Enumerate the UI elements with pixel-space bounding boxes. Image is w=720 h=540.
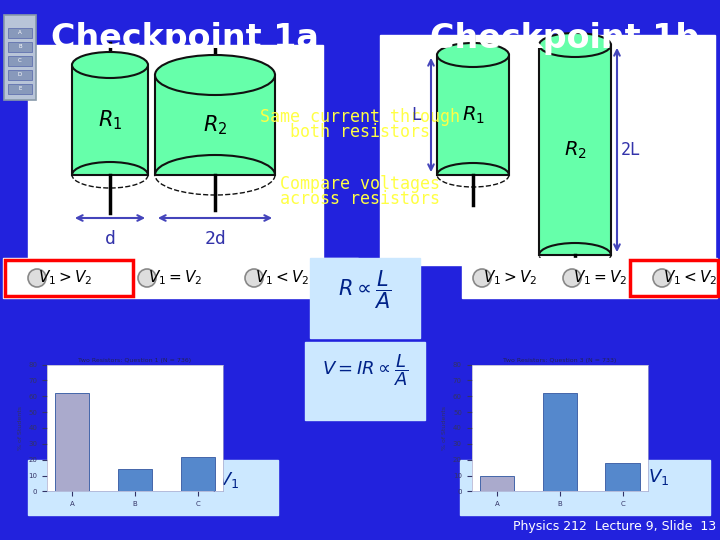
Text: $R_1$: $R_1$ [98,108,122,132]
Bar [8,70,32,80]
Y-axis label: % of Students: % of Students [442,406,447,450]
Bar [3,258,358,298]
Title: Two Resistors: Question 3 (N = 733): Two Resistors: Question 3 (N = 733) [503,357,616,363]
Text: C: C [18,58,22,64]
Text: $A_2 = 4A_1 \Rightarrow V_2 = \frac{1}{4}V_1$: $A_2 = 4A_1 \Rightarrow V_2 = \frac{1}{4… [67,467,239,495]
Text: Checkpoint 1a: Checkpoint 1a [51,22,319,55]
Bar [542,393,577,491]
Bar [55,393,89,491]
Text: $R_2$: $R_2$ [564,139,586,160]
Bar [437,55,509,175]
Circle shape [245,269,263,287]
Text: 2d: 2d [204,230,226,248]
Bar [539,45,611,255]
Bar [28,460,278,515]
Bar [8,56,32,66]
Bar [117,469,153,491]
Y-axis label: % of Students: % of Students [17,406,22,450]
Text: d: d [104,230,115,248]
Text: Compare voltages: Compare voltages [280,175,440,193]
Bar [28,45,323,260]
Bar [5,260,133,296]
Bar [380,35,715,265]
Text: $V = IR \propto \dfrac{L}{A}$: $V = IR \propto \dfrac{L}{A}$ [322,352,408,388]
Bar [460,460,710,515]
Bar [480,476,514,491]
Bar [4,15,36,100]
Bar [606,463,640,491]
Text: $R_1$: $R_1$ [462,104,485,126]
Text: $R \propto \dfrac{L}{A}$: $R \propto \dfrac{L}{A}$ [338,268,392,310]
Bar [305,342,425,420]
Text: both resistors: both resistors [290,123,430,141]
Text: across resistors: across resistors [280,190,440,208]
Text: D: D [18,72,22,78]
Text: $V_1 = V_2$: $V_1 = V_2$ [148,268,202,287]
Text: E: E [18,86,22,91]
Text: L: L [411,106,421,124]
Text: $V_1 < V_2$: $V_1 < V_2$ [255,268,310,287]
Bar [630,260,718,296]
Bar [8,28,32,38]
Text: B: B [18,44,22,50]
Ellipse shape [155,55,275,95]
Text: $V_1 > V_2$: $V_1 > V_2$ [482,268,537,287]
Circle shape [653,269,671,287]
Circle shape [563,269,581,287]
Bar [181,456,215,491]
Circle shape [28,269,46,287]
Ellipse shape [539,33,611,57]
Bar [310,258,420,338]
Circle shape [138,269,156,287]
Text: A: A [18,30,22,36]
Bar [155,75,275,175]
Text: Checkpoint 1b: Checkpoint 1b [431,22,700,55]
Text: 2L: 2L [621,141,641,159]
Text: $R_2$: $R_2$ [203,113,228,137]
Text: $L_2 = 2L_1 \Rightarrow V_2 = 2V_1$: $L_2 = 2L_1 \Rightarrow V_2 = 2V_1$ [501,467,669,487]
Text: $V_1 < V_2$: $V_1 < V_2$ [662,268,717,287]
Ellipse shape [437,43,509,67]
Text: Same current through: Same current through [260,108,460,126]
Text: $V_1 = V_2$: $V_1 = V_2$ [572,268,627,287]
Circle shape [473,269,491,287]
Ellipse shape [72,52,148,78]
Text: $V_1 > V_2$: $V_1 > V_2$ [37,268,92,287]
Bar [8,42,32,52]
Text: Physics 212  Lecture 9, Slide  13: Physics 212 Lecture 9, Slide 13 [513,520,716,533]
Bar [462,258,717,298]
Title: Two Resistors: Question 1 (N = 736): Two Resistors: Question 1 (N = 736) [78,357,192,363]
Bar [8,84,32,94]
Bar [72,65,148,175]
